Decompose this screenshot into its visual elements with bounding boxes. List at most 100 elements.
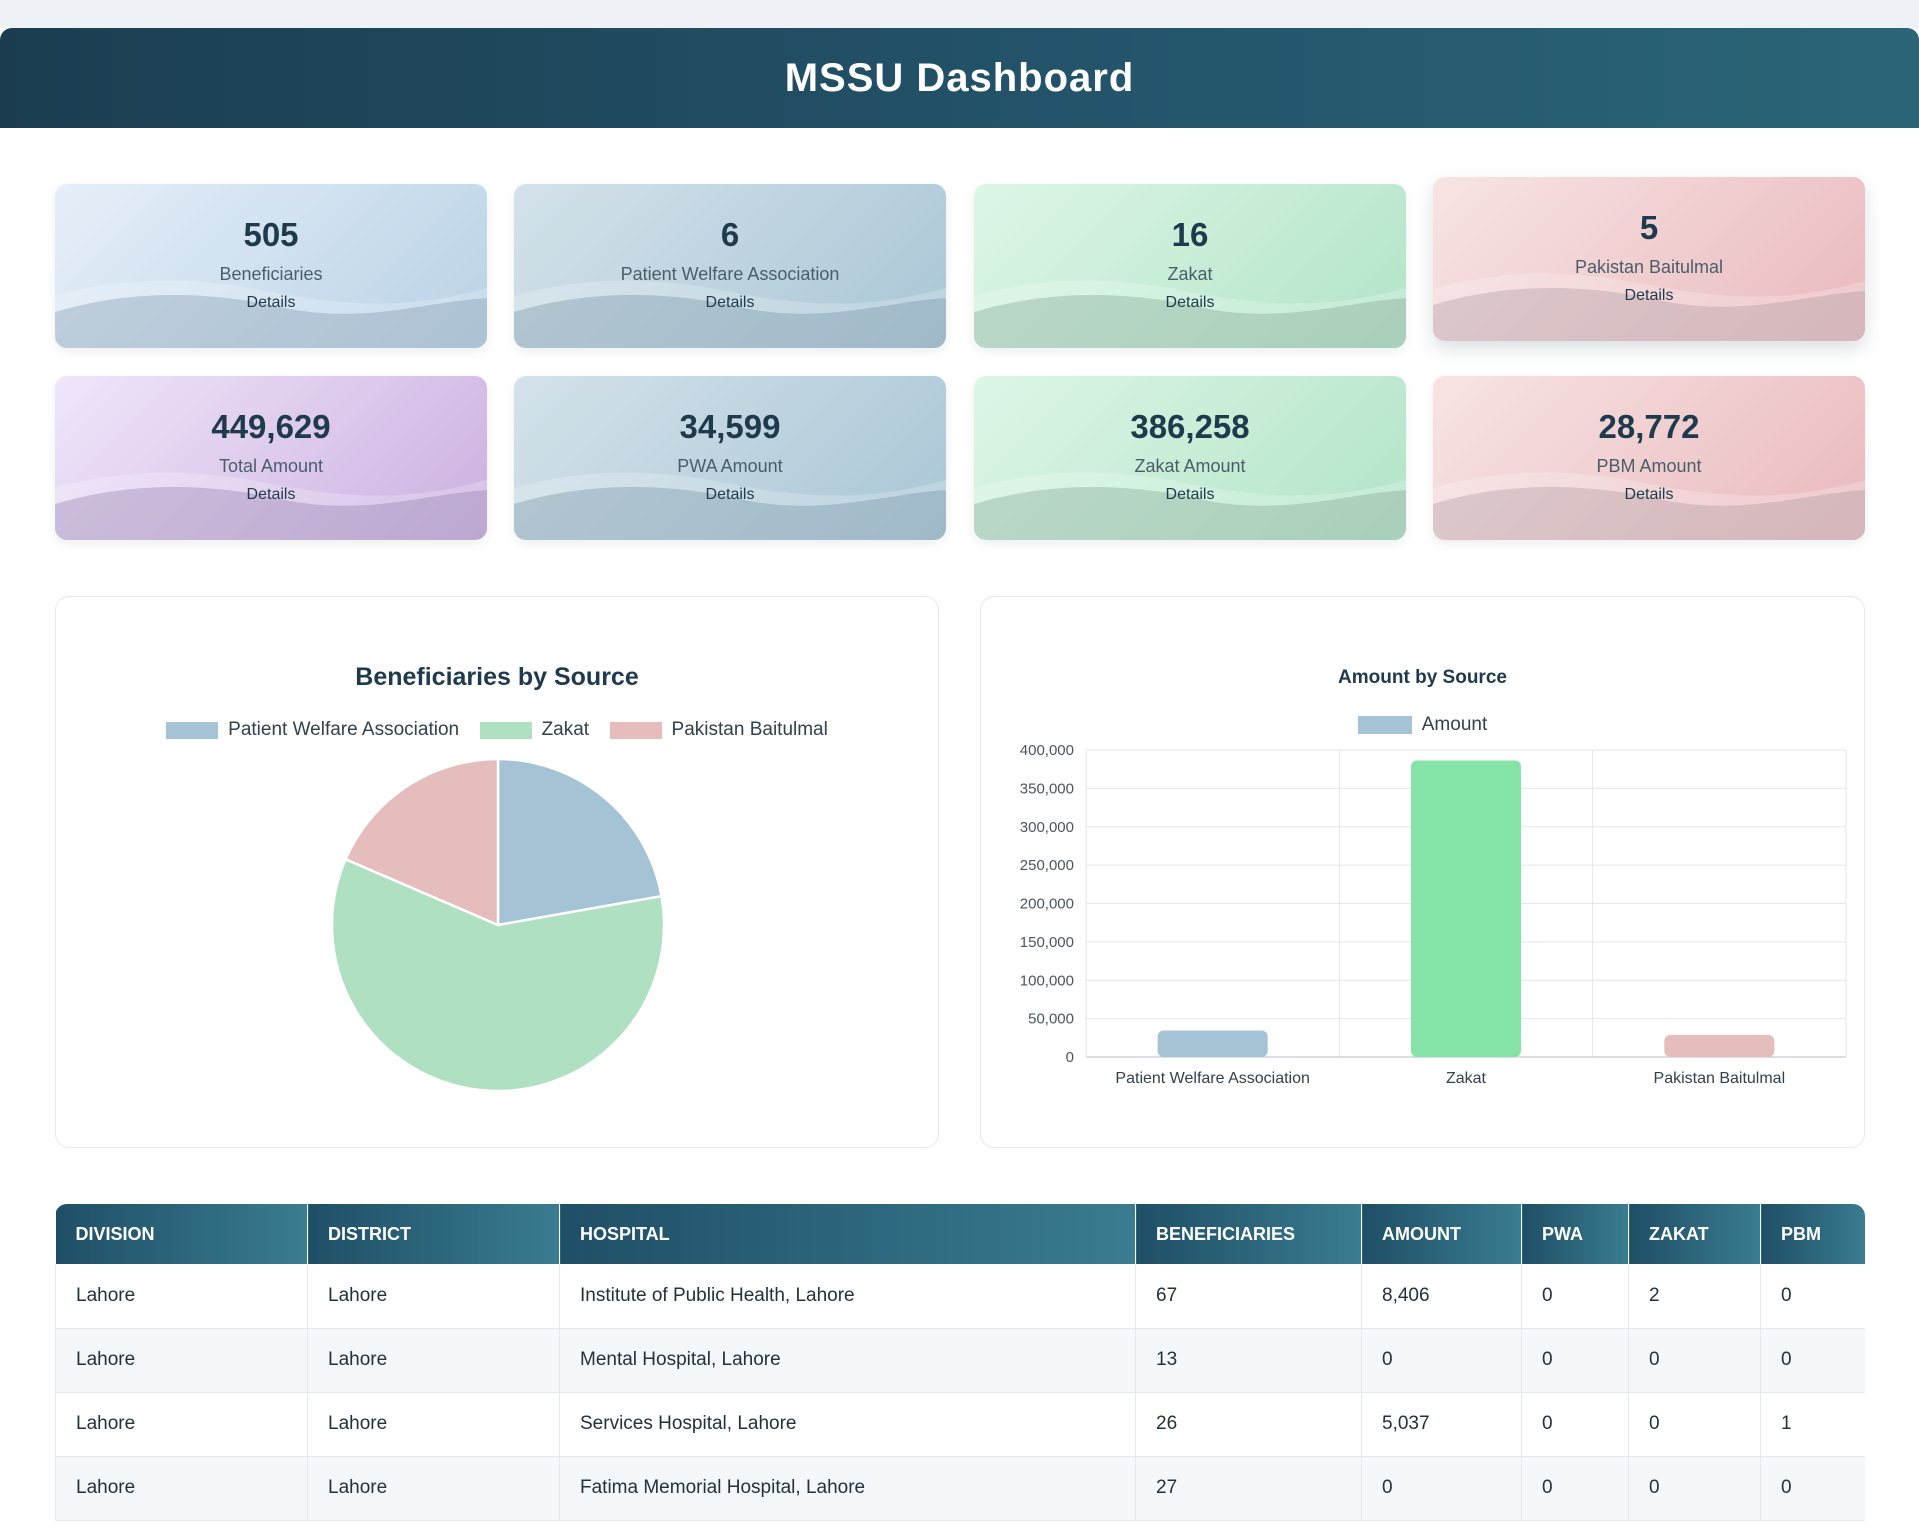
cell-pbm: 0 [1760,1456,1865,1521]
wave-decoration [55,472,487,540]
header-hospital[interactable]: HOSPITAL [559,1204,1136,1264]
pie-slice-pwa[interactable] [496,757,663,927]
card-pakistan-baitulmal[interactable]: 5 Pakistan Baitulmal Details [1433,177,1865,341]
card-value: 6 [720,216,740,253]
bar-zakat[interactable] [1411,760,1521,1057]
legend-item-zakat[interactable]: Zakat [479,719,590,741]
cell-pbm: 0 [1760,1328,1865,1393]
cell-zakat: 2 [1628,1264,1761,1329]
card-value: 5 [1639,209,1659,246]
cell-division: Lahore [55,1392,308,1457]
table-row[interactable]: Lahore Lahore Mental Hospital, Lahore 13… [55,1328,1865,1393]
cell-district: Lahore [307,1392,560,1457]
cell-amount: 5,037 [1361,1392,1522,1457]
bar-pbm[interactable] [1664,1034,1775,1057]
card-label: Zakat Amount [1134,456,1246,476]
header-pwa[interactable]: PWA [1521,1204,1629,1264]
card-beneficiaries[interactable]: 505 Beneficiaries Details [55,184,487,348]
cell-pwa: 0 [1521,1264,1629,1329]
header-district[interactable]: DISTRICT [307,1204,560,1264]
cell-pwa: 0 [1521,1328,1629,1393]
pie-slice-pbm[interactable] [343,757,500,927]
table-row[interactable]: Lahore Lahore Institute of Public Health… [55,1264,1865,1329]
cell-hospital: Mental Hospital, Lahore [559,1328,1136,1393]
card-zakat-amount[interactable]: 386,258 Zakat Amount Details [974,376,1406,540]
details-link[interactable]: Details [705,294,755,311]
cell-hospital: Fatima Memorial Hospital, Lahore [559,1456,1136,1521]
legend-label: Zakat [541,719,590,740]
bar-legend: Amount [981,714,1864,739]
card-label: Patient Welfare Association [620,264,840,284]
legend-swatch [609,721,662,739]
header-division[interactable]: DIVISION [55,1204,308,1264]
legend-label: Patient Welfare Association [228,719,460,740]
hospital-table: DIVISION DISTRICT HOSPITAL BENEFICIARIES… [55,1204,1865,1521]
header-amount[interactable]: AMOUNT [1361,1204,1522,1264]
pie-chart-title: Beneficiaries by Source [355,663,639,691]
cell-zakat: 0 [1628,1328,1761,1393]
details-link[interactable]: Details [1165,486,1215,503]
y-tick-label: 400,000 [1020,742,1074,759]
card-pwa-amount[interactable]: 34,599 PWA Amount Details [514,376,946,540]
cell-amount: 8,406 [1361,1264,1522,1329]
y-tick-label: 150,000 [1020,934,1074,951]
wave-decoration [1433,472,1865,540]
card-value: 505 [243,216,299,253]
card-pbm-amount[interactable]: 28,772 PBM Amount Details [1433,376,1865,540]
cell-zakat: 0 [1628,1456,1761,1521]
cell-district: Lahore [307,1264,560,1329]
details-link[interactable]: Details [1624,486,1674,503]
table-row[interactable]: Lahore Lahore Services Hospital, Lahore … [55,1392,1865,1457]
card-pwa[interactable]: 6 Patient Welfare Association Details [514,184,946,348]
header-beneficiaries[interactable]: BENEFICIARIES [1135,1204,1362,1264]
bar-chart[interactable]: 0 50,000 100,000 150,000 200,000 250,000 300,0… [981,597,1866,1149]
header-pbm[interactable]: PBM [1760,1204,1865,1264]
header-zakat[interactable]: ZAKAT [1628,1204,1761,1264]
wave-decoration [514,280,946,348]
legend-item-pbm[interactable]: Pakistan Baitulmal [609,719,828,741]
page-header: MSSU Dashboard [0,28,1919,128]
cell-beneficiaries: 26 [1135,1392,1362,1457]
cell-beneficiaries: 67 [1135,1264,1362,1329]
pie-slice-zakat[interactable] [330,857,666,1093]
cell-hospital: Services Hospital, Lahore [559,1392,1136,1457]
pie-chart[interactable] [56,597,940,1149]
card-label: PBM Amount [1596,456,1702,476]
details-link[interactable]: Details [705,486,755,503]
legend-label: Pakistan Baitulmal [671,719,828,740]
cell-division: Lahore [55,1456,308,1521]
details-link[interactable]: Details [246,294,296,311]
legend-swatch [1357,716,1412,734]
y-tick-label: 0 [1066,1049,1074,1066]
details-link[interactable]: Details [246,486,296,503]
table-row[interactable]: Lahore Lahore Fatima Memorial Hospital, … [55,1456,1865,1521]
wave-decoration [974,280,1406,348]
card-label: Zakat [1167,264,1213,284]
card-label: Total Amount [218,456,324,476]
cell-pbm: 1 [1760,1392,1865,1457]
cell-beneficiaries: 13 [1135,1328,1362,1393]
cell-amount: 0 [1361,1328,1522,1393]
details-link[interactable]: Details [1165,294,1215,311]
cell-division: Lahore [55,1264,308,1329]
x-tick-label: Zakat [1446,1070,1487,1087]
x-tick-label: Patient Welfare Association [1115,1070,1309,1087]
legend-item-pwa[interactable]: Patient Welfare Association [166,719,459,741]
legend-swatch [479,721,532,739]
wave-decoration [974,472,1406,540]
page-title: MSSU Dashboard [784,55,1135,100]
wave-decoration [1433,273,1865,341]
cell-district: Lahore [307,1328,560,1393]
card-value: 28,772 [1598,408,1700,445]
card-label: Beneficiaries [219,264,323,284]
card-value: 386,258 [1130,408,1250,445]
wave-decoration [55,280,487,348]
card-total-amount[interactable]: 449,629 Total Amount Details [55,376,487,540]
details-link[interactable]: Details [1624,287,1674,304]
legend-item-amount[interactable]: Amount [1357,714,1487,736]
card-label: PWA Amount [677,456,783,476]
y-tick-label: 350,000 [1020,780,1074,797]
card-zakat[interactable]: 16 Zakat Details [974,184,1406,348]
legend-swatch [166,721,219,739]
bar-pwa[interactable] [1157,1030,1268,1057]
